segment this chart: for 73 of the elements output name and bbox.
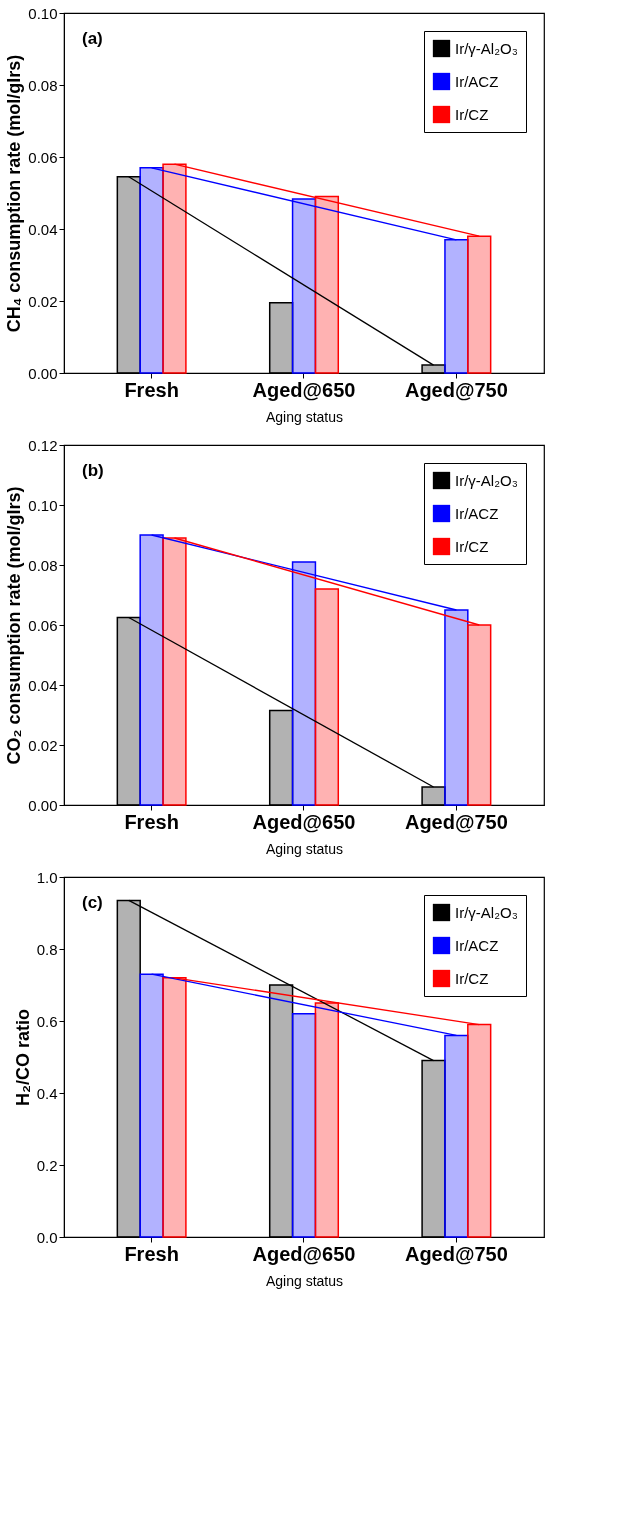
y-axis-title: H₂/CO ratio bbox=[12, 1008, 33, 1107]
y-tick-label: 0.08 bbox=[28, 556, 58, 574]
y-axis-title: CH₄ consumption rate (mol/gIrs) bbox=[4, 54, 25, 333]
x-tick-label: Aged@750 bbox=[404, 1242, 508, 1265]
annotation: (b) bbox=[82, 461, 104, 480]
bar bbox=[421, 786, 446, 806]
y-tick-label: 0.12 bbox=[28, 436, 58, 454]
bar bbox=[116, 176, 141, 374]
y-tick-label: 0.04 bbox=[28, 220, 58, 238]
bar bbox=[291, 561, 317, 806]
y-tick-label: 0.06 bbox=[28, 148, 58, 166]
bar bbox=[421, 1059, 446, 1238]
y-tick-label: 0.10 bbox=[28, 496, 58, 514]
bar bbox=[467, 1023, 492, 1238]
bar bbox=[291, 1013, 317, 1238]
bar bbox=[444, 609, 469, 806]
legend-label: Ir/CZ bbox=[455, 105, 489, 123]
legend-label: Ir/CZ bbox=[455, 537, 489, 555]
y-tick-label: 0.08 bbox=[28, 76, 58, 94]
bar bbox=[421, 364, 446, 374]
bar bbox=[467, 624, 492, 806]
y-tick-label: 0.4 bbox=[36, 1084, 58, 1102]
x-axis-title: Aging status bbox=[265, 840, 344, 857]
y-tick-label: 0.00 bbox=[28, 364, 58, 382]
y-tick-label: 0.00 bbox=[28, 796, 58, 814]
legend-label: Ir/ACZ bbox=[455, 72, 499, 90]
bar bbox=[314, 1002, 340, 1238]
bar bbox=[268, 302, 294, 374]
y-tick-label: 0.6 bbox=[36, 1012, 58, 1030]
bar bbox=[162, 163, 187, 374]
bar bbox=[444, 239, 469, 374]
legend-label: Ir/γ-Al₂O₃ bbox=[455, 39, 518, 57]
bar bbox=[291, 198, 317, 374]
legend-label: Ir/γ-Al₂O₃ bbox=[455, 903, 518, 921]
y-axis-title: CO₂ consumption rate (mol/gIrs) bbox=[4, 486, 25, 765]
annotation: (a) bbox=[82, 29, 103, 48]
y-tick-label: 0.2 bbox=[36, 1156, 58, 1174]
x-axis-title: Aging status bbox=[265, 1272, 344, 1289]
x-tick-label: Aged@650 bbox=[252, 378, 356, 401]
y-tick-label: 0.02 bbox=[28, 736, 58, 754]
x-tick-label: Aged@750 bbox=[404, 378, 508, 401]
y-tick-label: 0.02 bbox=[28, 292, 58, 310]
y-tick-label: 0.06 bbox=[28, 616, 58, 634]
bar bbox=[162, 537, 187, 806]
bar bbox=[139, 973, 164, 1238]
bar bbox=[268, 984, 294, 1238]
bar bbox=[314, 588, 340, 806]
bar bbox=[139, 534, 164, 806]
y-tick-label: 0.10 bbox=[28, 4, 58, 22]
bar bbox=[467, 235, 492, 374]
y-tick-label: 0.04 bbox=[28, 676, 58, 694]
x-axis-title: Aging status bbox=[265, 408, 344, 425]
bar bbox=[162, 977, 187, 1238]
x-tick-label: Fresh bbox=[124, 378, 179, 401]
legend-label: Ir/γ-Al₂O₃ bbox=[455, 471, 518, 489]
x-tick-label: Aged@650 bbox=[252, 810, 356, 833]
legend-label: Ir/ACZ bbox=[455, 936, 499, 954]
bar bbox=[444, 1034, 469, 1238]
legend-label: Ir/ACZ bbox=[455, 504, 499, 522]
y-tick-label: 1.0 bbox=[36, 868, 58, 886]
bar bbox=[116, 616, 141, 806]
x-tick-label: Aged@650 bbox=[252, 1242, 356, 1265]
legend-label: Ir/CZ bbox=[455, 969, 489, 987]
annotation: (c) bbox=[82, 893, 103, 912]
x-tick-label: Fresh bbox=[124, 1242, 179, 1265]
bar bbox=[139, 167, 164, 374]
x-tick-label: Fresh bbox=[124, 810, 179, 833]
bar bbox=[268, 709, 294, 806]
x-tick-label: Aged@750 bbox=[404, 810, 508, 833]
y-tick-label: 0.0 bbox=[36, 1228, 58, 1246]
y-tick-label: 0.8 bbox=[36, 940, 58, 958]
bar bbox=[314, 195, 340, 374]
bar bbox=[116, 899, 141, 1238]
